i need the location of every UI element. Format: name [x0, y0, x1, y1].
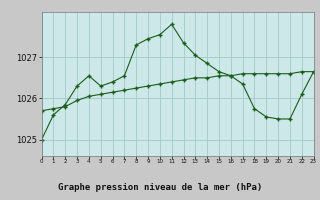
Text: Graphe pression niveau de la mer (hPa): Graphe pression niveau de la mer (hPa) [58, 184, 262, 192]
